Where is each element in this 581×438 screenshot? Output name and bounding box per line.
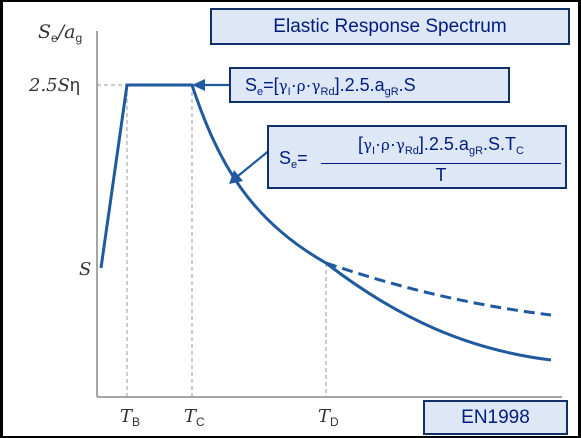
title-box: Elastic Response Spectrum: [210, 8, 570, 45]
x-tick-tc: TC: [184, 406, 205, 429]
formula-descending-lhs: Se=: [279, 148, 308, 171]
standard-badge: EN1998: [423, 400, 568, 435]
formula-descending-box: Se= [γI·ρ·γRd].2.5.agR.S.TC T: [267, 125, 567, 189]
y-axis-label: Se/ag: [38, 21, 82, 45]
pointer-arrow-descending: [237, 148, 272, 177]
formula-denominator: T: [435, 165, 447, 185]
formula-descending-fraction: [γI·ρ·γRd].2.5.agR.S.TC T: [321, 133, 561, 186]
y-tick-plateau: 2.5Sη: [28, 75, 80, 96]
title-text: Elastic Response Spectrum: [273, 16, 507, 37]
formula-plateau-box: Se=[γI·ρ·γRd].2.5.agR.S: [229, 67, 510, 103]
spectrum-curve: [99, 83, 552, 362]
formula-plateau: Se=[γI·ρ·γRd].2.5.agR.S: [245, 75, 416, 98]
standard-text: EN1998: [461, 407, 530, 428]
y-tick-start: S: [79, 259, 91, 280]
x-tick-tb: TB: [120, 406, 140, 429]
arrowhead-descending: [229, 170, 243, 184]
formula-numerator: [γI·ρ·γRd].2.5.agR.S.TC: [321, 133, 561, 164]
x-tick-td: TD: [318, 406, 339, 429]
arrowhead-plateau: [192, 79, 205, 91]
